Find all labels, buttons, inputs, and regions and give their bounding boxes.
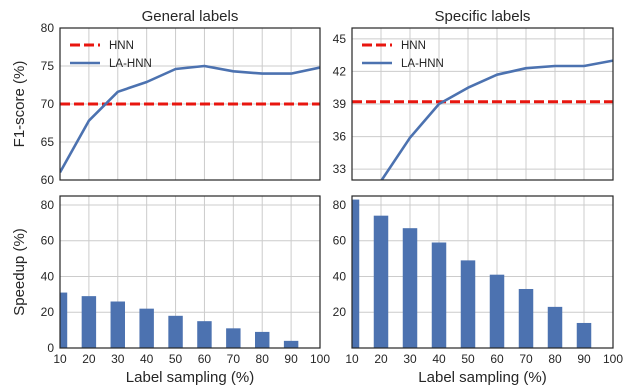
- x-axis-label: Label sampling (%): [126, 369, 254, 386]
- plot-area: [60, 64, 320, 174]
- x-tick-label: 40: [140, 352, 154, 366]
- panel-f1-specific: HNN LA-HNN 33 36 39 42 45 Specific labels: [333, 8, 614, 181]
- bar: [197, 321, 212, 348]
- legend-label: LA-HNN: [401, 58, 444, 70]
- legend: HNN LA-HNN: [362, 40, 444, 70]
- y-tick-label: 42: [333, 64, 347, 78]
- y-tick-label: 20: [41, 305, 55, 319]
- bar: [576, 322, 592, 348]
- bar: [81, 296, 97, 348]
- x-tick-label: 40: [432, 352, 446, 366]
- panel-speedup-specific: 20 40 60 80 10 20 30 40 50 60 70 80 90 100 Label sampl…: [333, 195, 623, 386]
- plot-area: [352, 59, 613, 180]
- plot-area: [352, 199, 592, 348]
- chart-title: Specific labels: [435, 8, 531, 25]
- y-tick-label: 60: [41, 234, 55, 248]
- legend-label: HNN: [109, 40, 134, 52]
- bar: [110, 301, 125, 348]
- legend-label: LA-HNN: [109, 58, 152, 70]
- y-tick-label: 80: [41, 198, 55, 212]
- series-line-la-hnn: [60, 64, 320, 174]
- bar: [139, 308, 154, 348]
- y-tick-label: 60: [41, 173, 55, 187]
- y-axis-label: Speedup (%): [11, 228, 28, 316]
- x-tick-label: 60: [490, 352, 504, 366]
- x-tick-label: 90: [577, 352, 591, 366]
- x-tick-label: 10: [345, 352, 359, 366]
- x-tick-label: 10: [53, 352, 67, 366]
- x-tick-label: 50: [461, 352, 475, 366]
- y-tick-label: 0: [47, 341, 54, 355]
- y-tick-label: 80: [333, 198, 347, 212]
- x-tick-label: 60: [198, 352, 212, 366]
- x-tick-label: 100: [603, 352, 623, 366]
- x-tick-label: 70: [519, 352, 533, 366]
- axes-frame: [351, 195, 614, 349]
- bar: [255, 331, 270, 348]
- x-tick-label: 30: [403, 352, 417, 366]
- axes-frame: [351, 27, 614, 181]
- y-axis-label: F1-score (%): [11, 61, 28, 148]
- bar: [283, 340, 299, 348]
- y-tick-label: 75: [41, 59, 55, 73]
- y-tick-label: 60: [333, 234, 347, 248]
- x-tick-label: 100: [310, 352, 330, 366]
- bar: [60, 292, 68, 348]
- x-tick-label: 80: [256, 352, 270, 366]
- axes-frame: [59, 27, 321, 181]
- y-tick-label: 65: [41, 135, 55, 149]
- panel-f1-general: HNN LA-HNN 60 65 70 75 80 General labels F1-scor…: [11, 8, 321, 187]
- bar: [547, 306, 563, 348]
- y-tick-label: 45: [333, 32, 347, 46]
- x-tick-label: 50: [169, 352, 183, 366]
- y-tick-label: 36: [333, 130, 347, 144]
- x-tick-label: 80: [548, 352, 562, 366]
- legend: HNN LA-HNN: [70, 40, 152, 70]
- y-tick-label: 40: [41, 269, 55, 283]
- y-tick-label: 39: [333, 97, 347, 111]
- bar: [226, 328, 241, 348]
- y-tick-label: 80: [41, 21, 55, 35]
- bar: [373, 215, 389, 348]
- y-tick-label: 20: [333, 305, 347, 319]
- bar: [352, 199, 360, 348]
- x-tick-label: 20: [82, 352, 96, 366]
- series-line-la-hnn: [380, 59, 613, 180]
- x-tick-label: 30: [111, 352, 125, 366]
- y-tick-label: 40: [333, 269, 347, 283]
- legend-label: HNN: [401, 40, 426, 52]
- axes-frame: [59, 195, 321, 349]
- plot-area: [60, 292, 299, 348]
- bar: [431, 242, 447, 348]
- x-tick-label: 90: [284, 352, 298, 366]
- x-tick-label: 20: [374, 352, 388, 366]
- bar: [168, 315, 183, 348]
- bar: [518, 288, 534, 348]
- bar: [489, 274, 505, 348]
- panel-speedup-general: 0 20 40 60 80 10 20 30 40 50 60 70 80 90 100 Label samp…: [11, 195, 330, 386]
- y-tick-label: 70: [41, 97, 55, 111]
- x-tick-label: 70: [227, 352, 241, 366]
- bar: [402, 228, 418, 348]
- bar: [460, 260, 476, 348]
- x-axis-label: Label sampling (%): [418, 369, 546, 386]
- chart-title: General labels: [142, 8, 239, 25]
- y-tick-label: 33: [333, 162, 347, 176]
